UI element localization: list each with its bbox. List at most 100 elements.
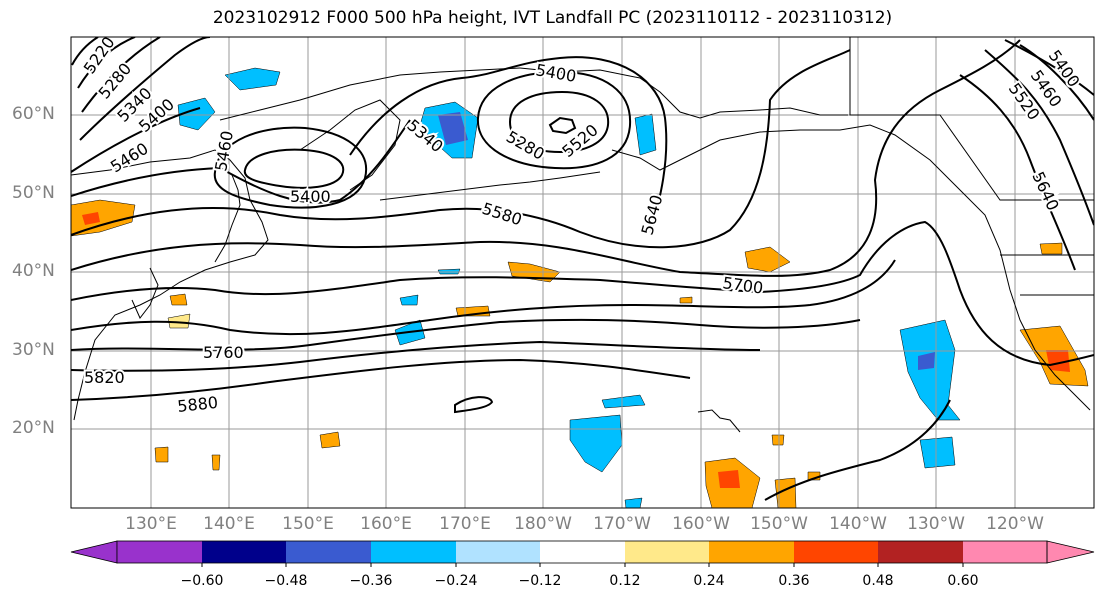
shade-patch-orange	[771, 434, 785, 446]
contour-line	[984, 49, 1094, 226]
shade-patch-red	[82, 212, 100, 225]
lon-label: 130°W	[907, 514, 965, 534]
shade-patch-orange	[154, 446, 169, 463]
lat-label: 50°N	[12, 183, 55, 203]
contour-label: 5880	[176, 393, 218, 416]
coastline-hawaii	[697, 409, 741, 433]
colorbar-label: 0.60	[947, 573, 979, 589]
colorbar-segment	[709, 541, 794, 563]
colorbar-segment	[202, 541, 286, 563]
coastline-asia	[71, 149, 269, 421]
shade-patch-red	[718, 470, 740, 488]
contour-line	[71, 107, 201, 173]
contour-line	[71, 37, 99, 66]
contour-label: 5400	[290, 187, 331, 206]
contour-line	[71, 49, 851, 249]
coastline-alaska	[519, 67, 848, 119]
colorbar-segment	[625, 541, 709, 563]
colorbar-segment	[963, 541, 1047, 563]
shade-patch-blue	[177, 97, 216, 131]
shade-patch-orange	[774, 477, 797, 508]
contour-label: 5460	[107, 139, 152, 177]
contour-label: 5700	[721, 273, 764, 297]
colorbar-extend-high	[1046, 540, 1095, 564]
contour-line	[349, 56, 668, 236]
shade-patch-blue	[919, 436, 956, 469]
border-canada-us	[849, 37, 1094, 201]
ivt-shading	[71, 67, 1089, 508]
shade-patch-blue	[399, 294, 419, 306]
contour-label: 5640	[1028, 169, 1062, 214]
contour-line	[71, 340, 761, 372]
contour-line	[476, 70, 632, 170]
contour-line	[213, 126, 368, 209]
coastline-siberia	[219, 67, 521, 121]
shade-patch-orange	[319, 431, 341, 449]
lon-label: 150°W	[750, 514, 808, 534]
colorbar-label: −0.12	[518, 573, 562, 589]
colorbar-segment	[286, 541, 371, 563]
contour-label: 5760	[203, 343, 244, 362]
lon-label: 150°E	[282, 514, 334, 534]
lon-label: 130°E	[125, 514, 177, 534]
shade-patch-orange	[679, 296, 693, 304]
shade-patch-blue	[624, 497, 643, 508]
lon-label: 170°W	[593, 514, 651, 534]
shade-patch-orange	[167, 313, 191, 329]
lat-label: 20°N	[12, 418, 55, 438]
colorbar-frame	[116, 540, 1048, 564]
contour-line	[79, 37, 211, 141]
shade-patch-orange	[1039, 242, 1063, 255]
contour-line	[764, 399, 951, 501]
contour-label: 5820	[84, 368, 125, 387]
coastline-japan	[214, 174, 241, 263]
contour-line	[77, 37, 136, 89]
contour-line	[548, 116, 577, 135]
shade-patch-blue	[224, 67, 281, 91]
contour-line	[71, 318, 861, 351]
colorbar-label: 0.24	[693, 573, 725, 589]
height-contours	[71, 37, 1094, 501]
lon-label: 160°W	[672, 514, 730, 534]
colorbar-segment	[540, 541, 625, 563]
contour-line	[243, 148, 345, 189]
colorbar-segment	[117, 541, 202, 563]
colorbar-extend-low	[70, 540, 118, 564]
contour-line	[71, 39, 1021, 277]
contour-line	[71, 119, 411, 204]
shade-patch-orange	[169, 293, 188, 306]
contour-label: 5460	[211, 129, 237, 172]
coastline-aleutians	[379, 171, 601, 201]
colorbar	[70, 540, 1095, 567]
chart-title: 2023102912 F000 500 hPa height, IVT Land…	[212, 8, 893, 28]
lon-label: 160°E	[360, 514, 412, 534]
colorbar-segment	[878, 541, 963, 563]
shade-patch-blue	[634, 113, 657, 156]
shade-patch-orange	[744, 246, 791, 273]
lon-label: 180°W	[514, 514, 572, 534]
coastline-korea	[131, 267, 159, 319]
contour-line	[959, 74, 1076, 271]
shade-patch-darkblue	[918, 352, 935, 370]
lon-label: 120°W	[986, 514, 1044, 534]
lon-label: 140°W	[829, 514, 887, 534]
colorbar-label: −0.36	[349, 573, 393, 589]
contour-line	[71, 220, 1094, 367]
contour-label: 5640	[638, 193, 667, 237]
colorbar-segment	[371, 541, 456, 563]
lat-label: 40°N	[12, 261, 55, 281]
colorbar-label: −0.48	[264, 573, 308, 589]
contour-line	[1004, 39, 1094, 96]
shade-patch-orange	[71, 199, 136, 237]
lat-label: 30°N	[12, 340, 55, 360]
contour-line	[81, 37, 161, 113]
lon-label: 140°E	[203, 514, 255, 534]
colorbar-segment	[456, 541, 540, 563]
colorbar-label: 0.48	[862, 573, 894, 589]
colorbar-label: −0.60	[180, 573, 224, 589]
shade-patch-blue	[601, 394, 646, 409]
contour-line	[71, 259, 896, 336]
contour-line	[71, 358, 691, 401]
contour-label: 5400	[534, 60, 577, 86]
